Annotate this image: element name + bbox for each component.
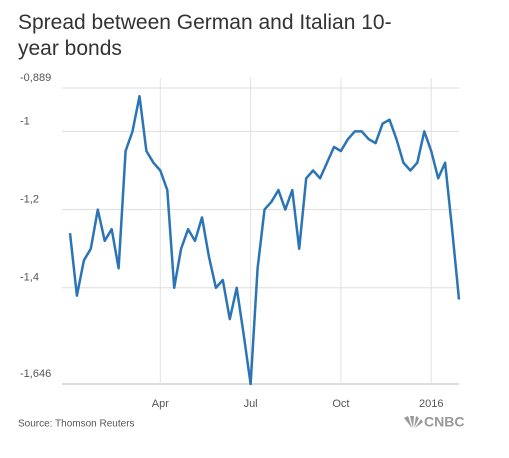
x-tick-label: 2016 bbox=[419, 398, 443, 410]
y-tick-label: -1 bbox=[20, 115, 30, 127]
y-tick-label: -1,646 bbox=[20, 368, 51, 380]
y-tick-label: -1,2 bbox=[20, 194, 39, 206]
source: Source: Thomson Reuters bbox=[18, 419, 135, 430]
line bbox=[68, 94, 461, 386]
logo: CNBC bbox=[424, 414, 464, 430]
y-tick-label: -0,889 bbox=[20, 72, 51, 84]
x-tick-label: Apr bbox=[152, 398, 169, 410]
chart-title: Spread between German and Italian 10-yea… bbox=[18, 11, 392, 60]
y-tick-label: -1,4 bbox=[20, 272, 39, 284]
x-tick-label: Jul bbox=[244, 398, 258, 410]
x-tick-label: Oct bbox=[332, 398, 349, 410]
logo-icon bbox=[404, 416, 423, 428]
